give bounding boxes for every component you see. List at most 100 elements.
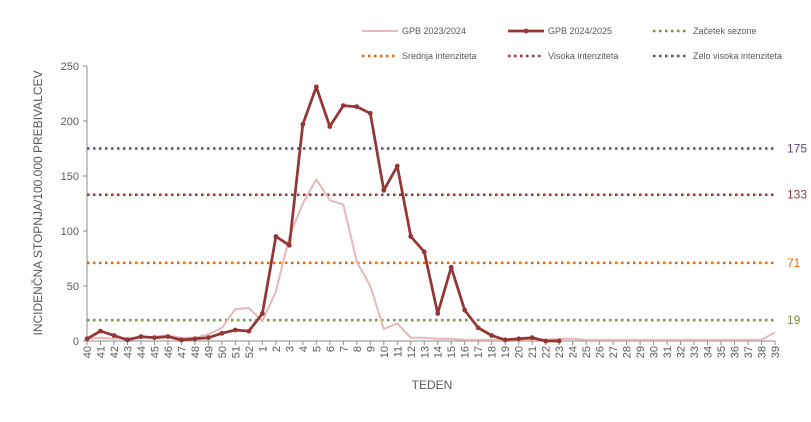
x-axis-title: TEDEN [412,378,453,392]
x-tick-label: 1 [257,346,269,352]
x-tick-label: 18 [487,346,499,358]
x-tick-label: 29 [635,346,647,358]
data-point [84,336,90,342]
legend-label: GPB 2024/2025 [548,26,612,36]
x-tick-label: 10 [379,346,391,358]
data-point [152,335,157,341]
y-tick-label: 100 [61,226,79,238]
y-tick-label: 150 [61,171,79,183]
data-point [273,234,279,239]
legend-item-zelo-visoka-intenziteta: Zelo visoka intenziteta [653,51,782,61]
x-tick-label: 25 [581,346,593,358]
x-tick-label: 38 [757,346,769,358]
x-tick-label: 16 [460,346,472,358]
data-point [502,337,508,343]
x-tick-label: 27 [608,346,620,358]
y-tick-label: 250 [61,61,79,73]
x-tick-label: 35 [716,346,728,358]
data-point [138,334,144,339]
x-tick-label: 6 [325,346,337,352]
y-tick-label: 200 [61,116,79,128]
data-point [165,334,171,339]
x-tick-label: 46 [163,346,175,358]
data-point [340,103,346,108]
x-tick-label: 5 [311,346,323,352]
threshold-label-zacetek-sezone: 19 [787,313,801,327]
x-tick-label: 15 [446,346,458,358]
data-point [367,110,373,116]
series-line-gpb-2023-2024 [86,178,776,341]
x-tick-label: 36 [730,346,742,358]
x-tick-label: 32 [676,346,688,358]
data-point [556,338,562,344]
x-tick-label: 37 [743,346,755,358]
x-tick-label: 52 [244,346,256,358]
threshold-label-zelo-visoka-intenziteta: 175 [787,142,807,156]
data-point [462,307,468,313]
x-tick-label: 30 [649,346,661,358]
data-point [421,249,427,255]
y-axis: 0 50 100 150 200 250 [61,61,88,348]
x-tick-label: 4 [298,346,310,352]
x-tick-label: 40 [82,346,94,358]
x-tick-label: 21 [527,346,539,358]
series-line-gpb-2024-2025 [86,85,560,343]
legend-item-visoka-intenziteta: Visoka intenziteta [508,51,618,61]
x-tick-label: 49 [203,346,215,358]
data-point [300,121,306,127]
legend-label: Zelo visoka intenziteta [693,51,782,61]
x-tick-label: 48 [190,346,202,358]
threshold-lines: 19 71 133 175 [87,142,807,327]
series-group [84,84,776,344]
data-point [206,335,211,341]
data-point [125,337,130,343]
x-tick-label: 14 [433,346,445,358]
x-tick-label: 11 [392,346,404,357]
legend-label: Začetek sezone [693,26,757,36]
legend-item-gpb-2023-2024: GPB 2023/2024 [362,26,466,36]
data-point [448,264,454,270]
legend-item-zacetek-sezone: Začetek sezone [653,26,757,36]
data-point [219,330,225,336]
y-tick-label: 0 [73,336,79,348]
x-tick-label: 45 [149,346,161,358]
x-tick-label: 50 [217,346,229,358]
legend-item-gpb-2024-2025: GPB 2024/2025 [508,26,612,36]
x-tick-label: 9 [365,346,377,352]
x-tick-label: 41 [95,346,107,358]
x-tick-label: 24 [568,346,580,358]
legend: GPB 2023/2024 GPB 2024/2025 Začetek sezone… [362,26,782,61]
threshold-label-srednja-intenziteta: 71 [787,256,801,270]
data-point [408,234,414,239]
data-point [516,336,522,342]
data-point [381,187,387,193]
data-point [313,84,319,90]
threshold-label-visoka-intenziteta: 133 [787,188,807,202]
x-axis: 40 41 42 43 44 45 46 47 48 49 50 51 52 1 2 3 4 5 6 7 8 9 10 11 1… [82,340,782,358]
data-point [259,311,265,316]
y-axis-title: INCIDENČNA STOPNJA/100.000 PREBIVALCEV [30,71,45,336]
legend-label: Visoka intenziteta [548,51,618,61]
legend-item-srednja-intenziteta: Srednja intenziteta [362,51,477,61]
x-tick-label: 34 [703,346,715,358]
x-tick-label: 33 [689,346,701,358]
x-tick-label: 3 [284,346,296,352]
data-point [98,328,103,334]
x-tick-label: 17 [473,346,485,358]
data-point [475,325,481,331]
x-tick-label: 51 [230,346,242,358]
data-point [394,163,400,169]
x-tick-label: 8 [352,346,364,352]
x-tick-label: 12 [406,346,418,358]
data-point [354,104,360,110]
x-tick-label: 43 [122,346,134,358]
y-tick-label: 50 [67,281,79,293]
x-tick-label: 31 [662,346,674,358]
x-tick-label: 23 [554,346,566,358]
x-tick-label: 42 [109,346,121,358]
x-tick-label: 7 [338,346,350,352]
data-point [327,124,333,129]
data-point [232,327,238,333]
data-point [246,328,252,334]
